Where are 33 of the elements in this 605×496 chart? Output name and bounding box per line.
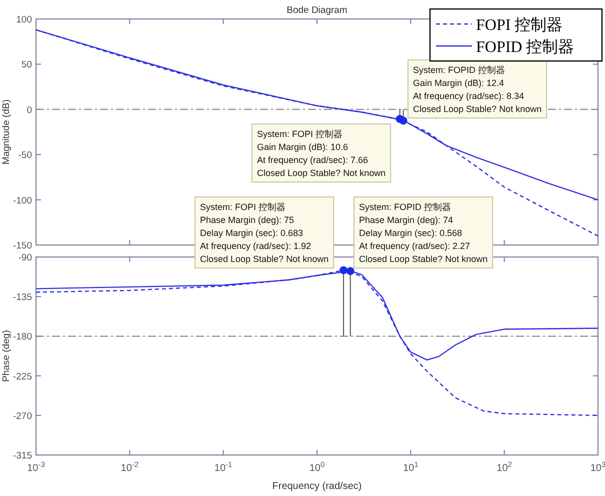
datatip: System: FOPID 控制器 Gain Margin (dB): 12.4 At frequency (rad/sec): 8.34 Closed Loop Stable? Not known bbox=[408, 60, 548, 118]
y-tick-label: 0 bbox=[26, 104, 32, 116]
y-tick-label: -150 bbox=[12, 240, 32, 252]
y-tick-label: -90 bbox=[18, 252, 32, 264]
y-tick-label: -100 bbox=[12, 195, 32, 206]
annotation: System: FOPID 控制器 Gain Margin (dB): 12.4 At frequency (rad/sec): 8.34 Closed Loop Stable? Not known bbox=[413, 65, 542, 114]
y-tick-label: -315 bbox=[12, 450, 32, 462]
annotation: System: FOPI 控制器 Gain Margin (dB): 10.6 At frequency (rad/sec): 7.66 Closed Loop Stable? Not known bbox=[257, 129, 386, 178]
y-axis-title: Magnitude (dB) bbox=[1, 100, 12, 164]
datatip: System: FOPI 控制器 Gain Margin (dB): 10.6 At frequency (rad/sec): 7.66 Closed Loop Stable? Not known bbox=[252, 124, 392, 182]
y-tick-label: -270 bbox=[12, 410, 32, 422]
y-axis-title: Phase (deg) bbox=[1, 330, 12, 382]
y-tick-label: 100 bbox=[16, 14, 32, 26]
datatip: System: FOPI 控制器 Phase Margin (deg): 75 Delay Margin (sec): 0.683 At frequency (rad/sec): 1.92 Closed Loop Stable? Not known bbox=[194, 196, 334, 268]
x-tick-label: 10$^{-2}$ bbox=[120, 460, 139, 474]
y-tick-label: 50 bbox=[21, 60, 32, 71]
chart-title: Bode Diagram bbox=[286, 5, 348, 16]
x-tick-label: 10$^{3}$ bbox=[590, 460, 605, 474]
legend-label: FOPID 控制器 bbox=[476, 38, 574, 56]
y-tick-label: -180 bbox=[12, 332, 32, 343]
y-tick-label: -135 bbox=[12, 292, 32, 304]
x-tick-label: 10$^{1}$ bbox=[403, 460, 418, 474]
x-tick-label: 10$^{2}$ bbox=[496, 460, 512, 474]
x-tick-label: 10$^{0}$ bbox=[309, 460, 325, 474]
x-tick-label: 10$^{-1}$ bbox=[214, 460, 232, 474]
legend-label: FOPI 控制器 bbox=[476, 16, 563, 34]
y-tick-label: -50 bbox=[18, 150, 32, 162]
annotation: System: FOPID 控制器 Phase Margin (deg): 74 Delay Margin (sec): 0.568 At frequency (rad/sec): 2.27 Closed Loop Stable? Not known bbox=[359, 202, 488, 264]
x-axis-title: Frequency (rad/sec) bbox=[272, 481, 362, 492]
annotation: System: FOPI 控制器 Phase Margin (deg): 75 Delay Margin (sec): 0.683 At frequency (rad/sec): 1.92 Closed Loop Stable? Not known bbox=[200, 202, 329, 264]
y-tick-label: -225 bbox=[12, 371, 32, 382]
x-tick-label: 10$^{-3}$ bbox=[27, 460, 45, 474]
datatip: System: FOPID 控制器 Phase Margin (deg): 74 Delay Margin (sec): 0.568 At frequency (rad/sec): 2.27 Closed Loop Stable? Not known bbox=[354, 196, 494, 268]
